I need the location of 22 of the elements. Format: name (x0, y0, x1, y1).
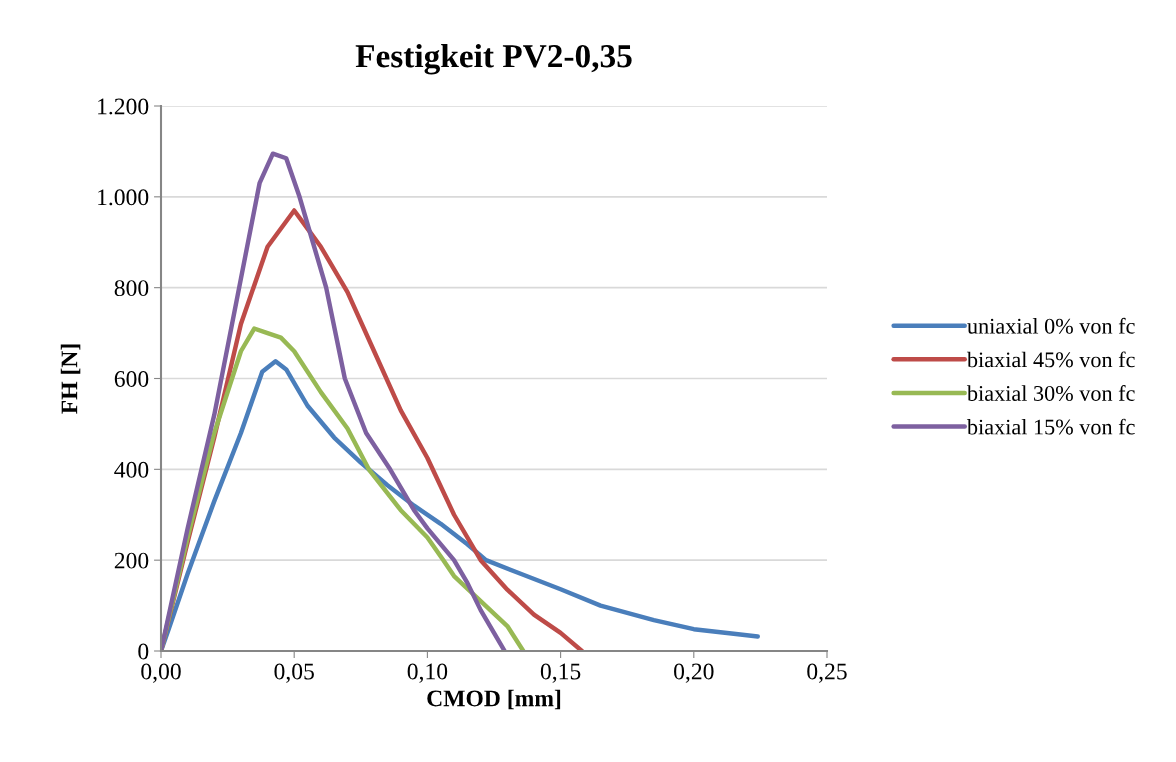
y-axis-title: FH [N] (60, 344, 81, 414)
y-tick-label: 1.000 (98, 189, 149, 206)
legend-label: biaxial 45% von fc (966, 351, 1135, 368)
x-tick-label: 0,25 (807, 663, 847, 683)
y-tick-label: 1.200 (98, 98, 149, 115)
y-tick-label: 400 (114, 461, 149, 478)
legend-label: uniaxial 0% von fc (967, 317, 1135, 334)
x-axis-title: CMOD [mm] (427, 689, 561, 710)
line-series (161, 359, 760, 651)
x-tick-label: 0,05 (274, 663, 314, 683)
legend-label: biaxial 30% von fc (966, 385, 1135, 402)
legend-label: biaxial 15% von fc (966, 418, 1135, 435)
y-tick-label: 800 (114, 280, 149, 297)
y-tick-label: 600 (114, 370, 149, 387)
x-tick-label: 0,20 (674, 663, 714, 683)
y-tick-label: 0 (138, 643, 149, 660)
x-tick-label: 0,00 (141, 663, 181, 683)
y-tick-label: 200 (114, 552, 149, 569)
x-tick-label: 0,15 (540, 663, 581, 683)
chart-title: Festigkeit PV2-0,35 (355, 43, 632, 75)
line-series (161, 151, 507, 651)
x-tick-label: 0,10 (407, 663, 448, 683)
